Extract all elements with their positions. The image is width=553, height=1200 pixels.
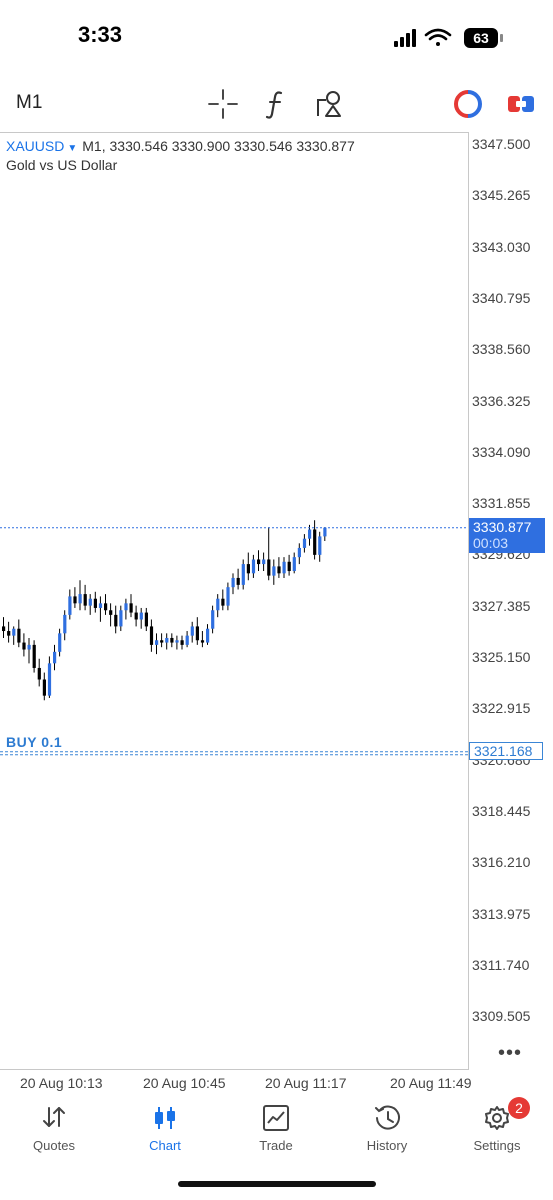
nav-settings-label: Settings [473,1138,521,1153]
status-time: 3:33 [78,22,123,47]
bar-timer: 00:03 [473,535,509,551]
nav-trade[interactable]: Trade [226,1098,326,1162]
price-tick: 3322.915 [472,700,531,717]
price-tick: 3325.150 [472,649,531,665]
time-tick: 20 Aug 10:45 [143,1075,226,1091]
crosshair-icon[interactable] [205,86,241,122]
more-options-icon[interactable]: ••• [498,1042,523,1064]
price-tick: 3309.505 [472,1008,531,1025]
price-tick: 3331.855 [472,495,531,512]
symbol-description: Gold vs US Dollar [6,157,118,173]
indicators-icon[interactable] [258,86,294,122]
settings-badge: 2 [508,1097,530,1119]
price-tick: 3347.500 [472,136,531,152]
order-line-label[interactable]: BUY 0.1 [6,734,63,750]
chart-area[interactable] [0,132,469,1070]
nav-quotes[interactable]: Quotes [4,1098,104,1162]
cellular-signal-icon [394,29,416,47]
price-tick: 3311.740 [472,956,530,973]
symbol-dropdown-icon[interactable]: ▼ [67,143,78,154]
price-tick: 3338.560 [472,341,531,358]
time-tick: 20 Aug 11:49 [390,1075,472,1091]
home-indicator [178,1181,376,1187]
wifi-icon [424,28,452,46]
nav-trade-label: Trade [259,1138,293,1153]
order-price-label: 3321.168 [469,742,543,760]
bottom-navigation: Quotes Chart Trade History [0,1098,553,1168]
bid-price: 3330.877 [473,519,532,535]
one-click-trading-icon[interactable] [450,86,486,122]
settings-icon [485,1106,509,1130]
status-icons: 63 [394,28,503,48]
time-tick: 20 Aug 10:13 [20,1075,103,1091]
nav-chart[interactable]: Chart [115,1098,215,1162]
price-tick: 3345.265 [472,187,531,204]
price-tick: 3327.385 [472,597,531,614]
price-tick: 3336.325 [472,392,531,409]
new-order-icon[interactable] [503,86,539,122]
price-tick: 3340.795 [472,289,531,306]
battery-icon [464,28,503,48]
time-tick: 20 Aug 11:17 [265,1075,347,1091]
history-icon [375,1105,400,1130]
nav-history-label: History [366,1138,408,1153]
price-tick: 3334.090 [472,443,531,460]
timeframe-selector[interactable]: M1 [16,92,43,113]
bid-price-label: 3330.877 00:03 [469,518,545,553]
nav-quotes-label: Quotes [33,1138,75,1153]
nav-chart-label: Chart [149,1138,181,1153]
price-tick: 3343.030 [472,238,531,255]
objects-icon[interactable] [312,86,348,122]
ohlc-readout: M1, 3330.546 3330.900 3330.546 3330.877 [82,138,355,154]
price-tick: 3313.975 [472,905,531,922]
price-tick: 3316.210 [472,854,531,871]
quotes-icon [43,1107,65,1127]
battery-level: 63 [473,30,489,46]
symbol-info: XAUUSD ▼ M1, 3330.546 3330.900 3330.546 33… [6,138,355,154]
nav-history[interactable]: History [337,1098,437,1162]
trade-icon [263,1105,289,1131]
chart-icon [155,1107,175,1129]
symbol-name[interactable]: XAUUSD [6,138,65,154]
price-tick: 3318.445 [472,802,531,819]
nav-settings[interactable]: Settings [447,1098,547,1162]
